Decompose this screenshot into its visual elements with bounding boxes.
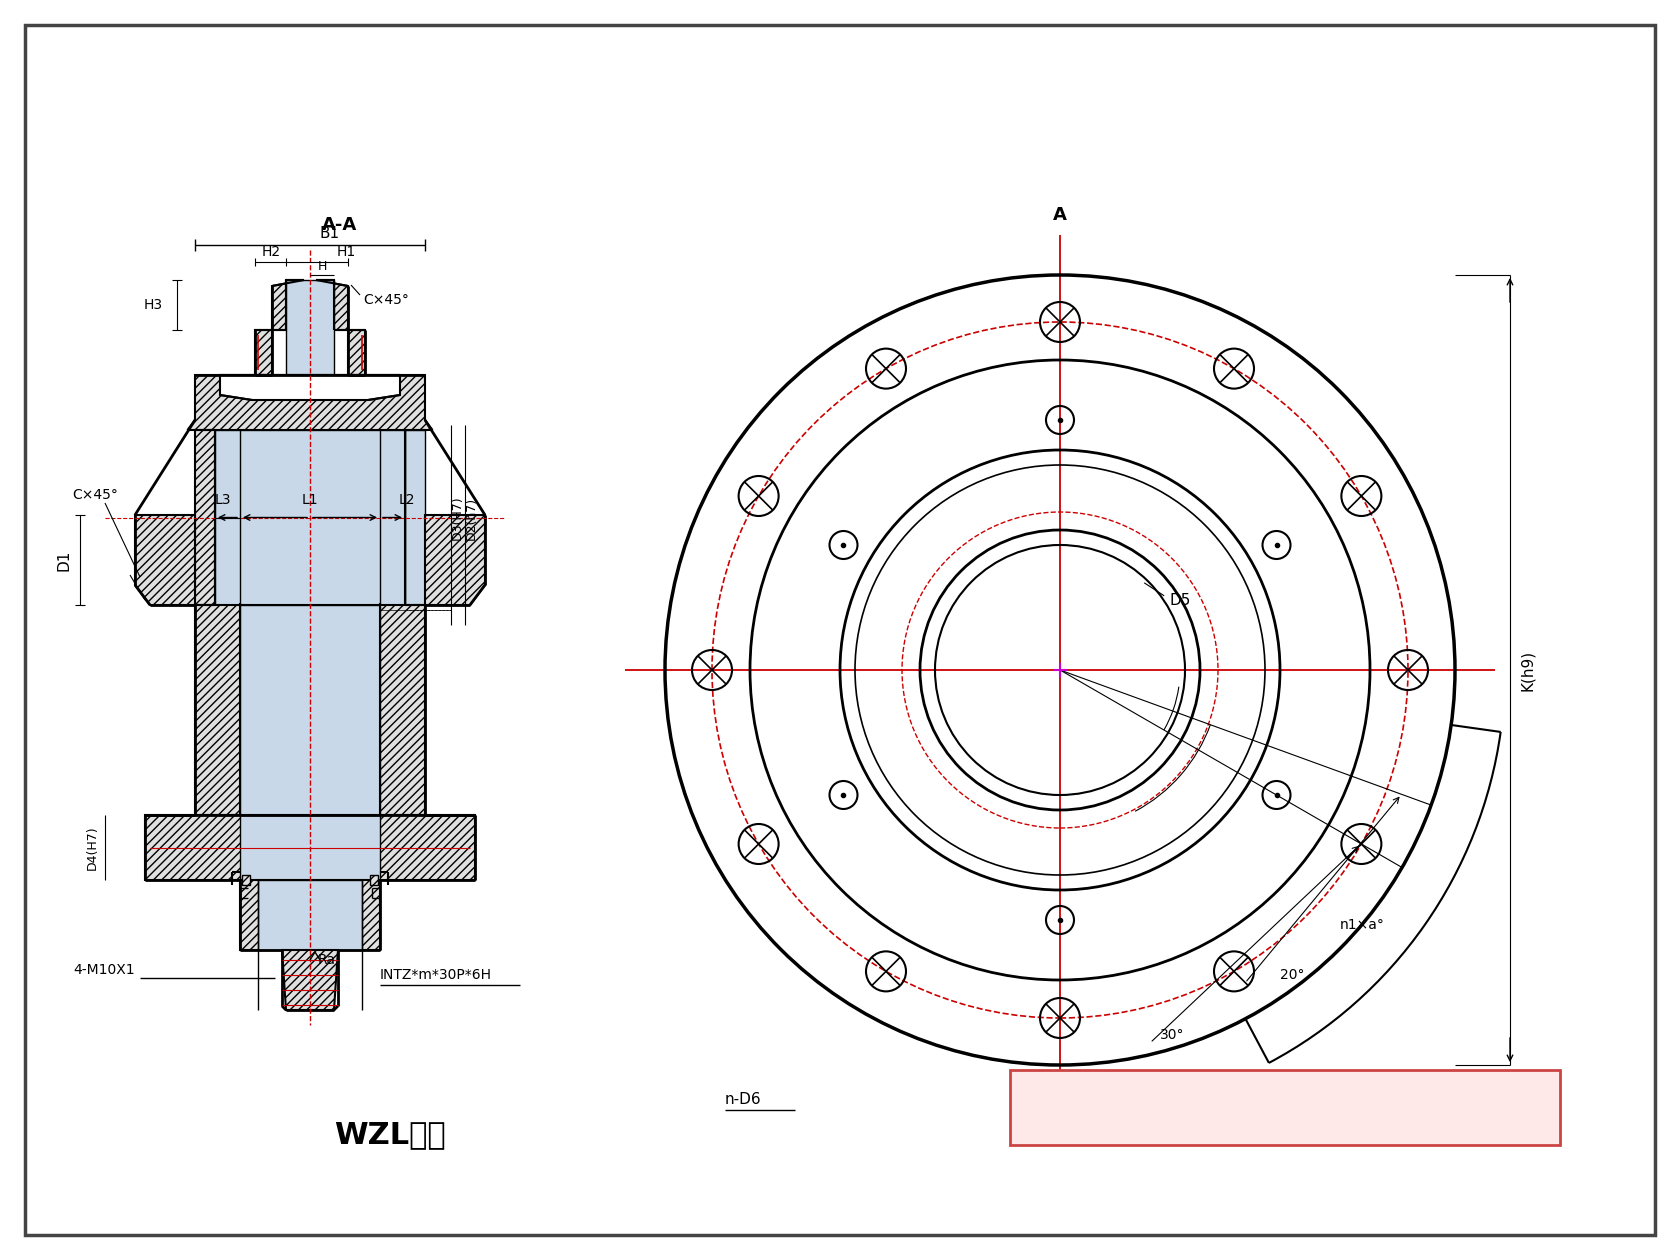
Polygon shape xyxy=(240,605,380,815)
Text: L2: L2 xyxy=(398,493,415,507)
Text: D3(H7): D3(H7) xyxy=(450,495,464,541)
Polygon shape xyxy=(195,430,215,605)
Text: INTZ*m*30P*6H: INTZ*m*30P*6H xyxy=(380,968,492,982)
Text: A: A xyxy=(1053,205,1067,224)
Text: H3: H3 xyxy=(144,299,163,312)
Text: B1: B1 xyxy=(319,226,339,241)
Polygon shape xyxy=(255,280,304,375)
Text: WZL系列: WZL系列 xyxy=(334,1120,445,1149)
Polygon shape xyxy=(240,815,380,879)
Text: D4(H7): D4(H7) xyxy=(86,825,99,871)
Text: 版权所有 侵权必被严厉追究: 版权所有 侵权必被严厉追究 xyxy=(1196,1095,1374,1119)
Text: C×45°: C×45° xyxy=(72,488,118,501)
Text: H2: H2 xyxy=(262,244,281,260)
Text: Ra: Ra xyxy=(318,953,336,966)
Text: L1: L1 xyxy=(302,493,318,507)
Text: D5: D5 xyxy=(1169,593,1191,609)
Text: 30°: 30° xyxy=(1159,1028,1184,1042)
Polygon shape xyxy=(240,879,380,950)
Polygon shape xyxy=(316,280,365,375)
Polygon shape xyxy=(425,515,486,605)
Polygon shape xyxy=(195,605,425,815)
Text: A: A xyxy=(1173,1116,1188,1134)
Text: H: H xyxy=(318,261,326,273)
Polygon shape xyxy=(370,874,378,885)
Polygon shape xyxy=(1010,1070,1561,1145)
Polygon shape xyxy=(282,950,338,1011)
Text: n1×a°: n1×a° xyxy=(1341,919,1384,932)
Polygon shape xyxy=(188,375,432,430)
Text: 20°: 20° xyxy=(1280,968,1304,982)
Text: D2(h7): D2(h7) xyxy=(464,496,477,539)
Circle shape xyxy=(660,270,1460,1070)
Text: K(h9): K(h9) xyxy=(1520,649,1536,690)
Text: A-A: A-A xyxy=(323,215,358,234)
Polygon shape xyxy=(215,430,405,605)
Polygon shape xyxy=(242,874,250,885)
Polygon shape xyxy=(405,430,425,605)
Polygon shape xyxy=(286,280,334,375)
Polygon shape xyxy=(220,375,400,399)
Text: L3: L3 xyxy=(215,493,232,507)
Text: D1: D1 xyxy=(57,549,72,571)
Polygon shape xyxy=(134,515,195,605)
Text: 4-M10X1: 4-M10X1 xyxy=(74,963,134,976)
Text: C×45°: C×45° xyxy=(363,294,408,307)
Text: H1: H1 xyxy=(336,244,356,260)
Polygon shape xyxy=(259,879,361,950)
Polygon shape xyxy=(144,815,475,879)
Text: n-D6: n-D6 xyxy=(726,1092,761,1108)
